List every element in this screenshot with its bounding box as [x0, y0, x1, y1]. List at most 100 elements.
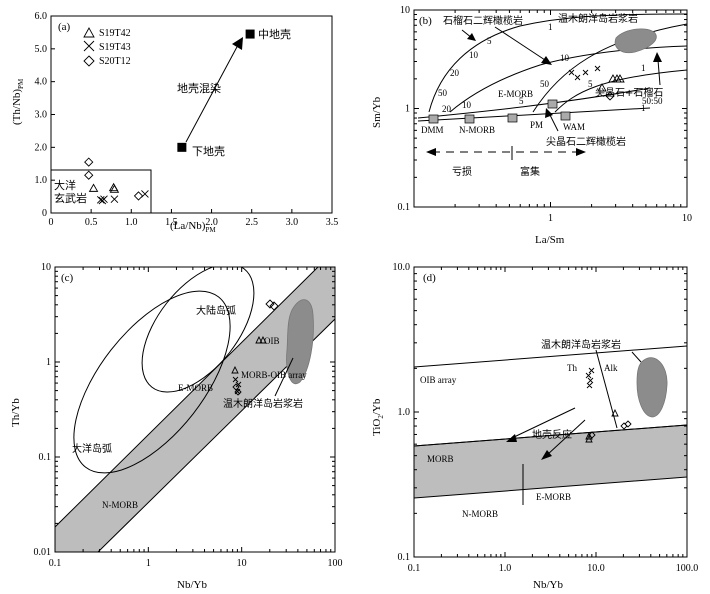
lower-ref-line	[417, 107, 651, 122]
curve-label-10b: 10	[462, 100, 472, 110]
cross-mark	[96, 196, 105, 204]
curve-labels: 50 20 10 5 1 20 10 5 10 50 5 1 1	[438, 22, 646, 114]
panel-d-triangle-mark	[585, 434, 593, 443]
arrowhead-left-icon	[426, 148, 436, 156]
panel-c-diamond-mark	[265, 299, 275, 309]
y-tick-label: 6.0	[35, 11, 48, 22]
panel-c-samples	[231, 299, 279, 396]
panel-b-arrows	[426, 26, 662, 160]
y-tick-label: 1.0	[398, 407, 411, 418]
panel-a-ticks: 0 0.5 1.0 1.5 2.0 2.5 3.0 3.5 0 1.0 2.0 3.0 4.0 5.0 6.…	[35, 11, 339, 228]
label-basalt: 玄武岩	[54, 191, 87, 205]
y-tick-label: 0	[42, 208, 47, 219]
leader-wenmulang-d	[631, 351, 642, 363]
panel-a-ylabel: (Th/Nb)PM	[11, 78, 25, 125]
label-emorb-b: E-MORB	[498, 89, 533, 99]
panel-c-triangle-mark	[231, 365, 239, 374]
y-tick-label: 10	[41, 262, 51, 273]
curve-label-1d: 1	[641, 103, 646, 113]
x-tick-label: 0.1	[408, 563, 421, 574]
panel-c-xlabel: Nb/Yb	[177, 579, 207, 591]
x-tick-label: 2.5	[245, 217, 258, 228]
curve-label-1: 1	[548, 22, 553, 32]
label-wenmulang-b: 温木朗洋岛岩浆岩	[558, 12, 638, 25]
y-tick-label: 0.1	[39, 452, 52, 463]
emorb-marker	[507, 113, 518, 123]
panel-d-samples	[585, 367, 632, 443]
panel-d-cross-marks	[585, 367, 595, 389]
panel-a: 0 0.5 1.0 1.5 2.0 2.5 3.0 3.5 0 1.0 2.0 3.0 4.0 5.0 6.…	[11, 11, 338, 234]
curve-label-5: 5	[487, 36, 492, 46]
morb-oib-array	[55, 267, 335, 552]
legend-label-s19t43: S19T43	[99, 42, 131, 53]
pm-curve	[532, 23, 688, 113]
label-alk: Alk	[604, 363, 618, 373]
legend-label-s20t12: S20T12	[99, 56, 131, 67]
panel-c-cross-marks	[232, 376, 242, 395]
label-spinel-lherzolite: 尖晶石二辉橄榄岩	[546, 135, 626, 148]
arrowhead-icon	[545, 108, 553, 118]
reference-point	[245, 29, 255, 39]
panel-c-fields	[55, 267, 335, 552]
panel-d-fields	[414, 345, 687, 505]
label-oceanic-arc: 大洋岛弧	[72, 442, 112, 455]
pm-marker	[547, 99, 558, 109]
panel-d-ylabel: TiO2/Yb	[371, 398, 385, 436]
panel-d-xlabel: Nb/Yb	[533, 579, 563, 591]
label-morb: MORB	[427, 454, 454, 464]
dmm-marker	[428, 114, 439, 124]
panel-d-arrows	[506, 351, 642, 460]
y-tick-label: 10	[400, 5, 410, 16]
wenmulang-field	[614, 28, 657, 54]
y-tick-label: 0.1	[398, 552, 411, 563]
curve-label-50: 50	[438, 88, 448, 98]
curve-label-5b: 5	[519, 96, 524, 106]
curve-label-20b: 20	[442, 104, 452, 114]
oib-array-lower	[414, 424, 687, 447]
panel-b-samples	[568, 65, 625, 101]
legend-diamond-icon	[83, 55, 95, 67]
triangle-mark	[109, 184, 120, 193]
label-crust-contamination: 地壳混染	[177, 81, 221, 95]
label-nmorb-b: N-MORB	[459, 125, 495, 135]
label-wam: WAM	[563, 122, 585, 132]
oib-array-upper	[414, 345, 687, 368]
legend-cross-icon	[83, 40, 95, 52]
arrowhead-icon	[506, 434, 517, 442]
panel-a-reference-points	[177, 29, 255, 152]
x-tick-label: 10.0	[587, 563, 605, 574]
arrowhead-icon	[467, 33, 476, 41]
arrow-crust-2	[546, 419, 586, 456]
label-lower-crust: 下地壳	[192, 144, 225, 158]
oceanic-basalt-field	[50, 169, 152, 214]
x-tick-label: 3.5	[326, 217, 339, 228]
panel-a-xlabel: (La/Nb)PM	[170, 220, 216, 234]
label-oib-array: OIB array	[420, 375, 457, 385]
arrow-crust-1	[511, 407, 576, 439]
y-tick-label: 0.1	[398, 202, 411, 213]
x-tick-label: 0.1	[49, 558, 62, 569]
curve-label-20: 20	[450, 68, 460, 78]
panel-c-frame	[54, 266, 336, 553]
y-tick-label: 1.0	[35, 175, 48, 186]
label-spinel-garnet: 尖晶石+石榴石	[595, 86, 663, 99]
contamination-arrowhead-icon	[232, 37, 243, 50]
y-tick-label: 2.0	[35, 142, 48, 153]
diamond-mark	[133, 191, 144, 201]
panel-b-diamond-mark	[605, 91, 615, 101]
panel-c-diamond-mark	[232, 383, 240, 391]
curve-label-10c: 10	[560, 53, 570, 63]
garnet-curve	[428, 13, 688, 113]
panel-c-diamond-mark	[234, 388, 242, 396]
cross-mark	[110, 195, 119, 204]
legend-label-s19t42: S19T42	[99, 28, 131, 39]
reference-point	[177, 142, 187, 152]
curve-label-50c: 50	[540, 79, 550, 89]
x-tick-label: 0	[49, 217, 54, 228]
contamination-arrow	[185, 44, 239, 143]
label-continental-arc: 大陆岛弧	[196, 304, 236, 317]
wam-marker	[560, 111, 571, 121]
panel-d-triangle-mark	[611, 408, 619, 417]
label-th: Th	[567, 363, 577, 373]
